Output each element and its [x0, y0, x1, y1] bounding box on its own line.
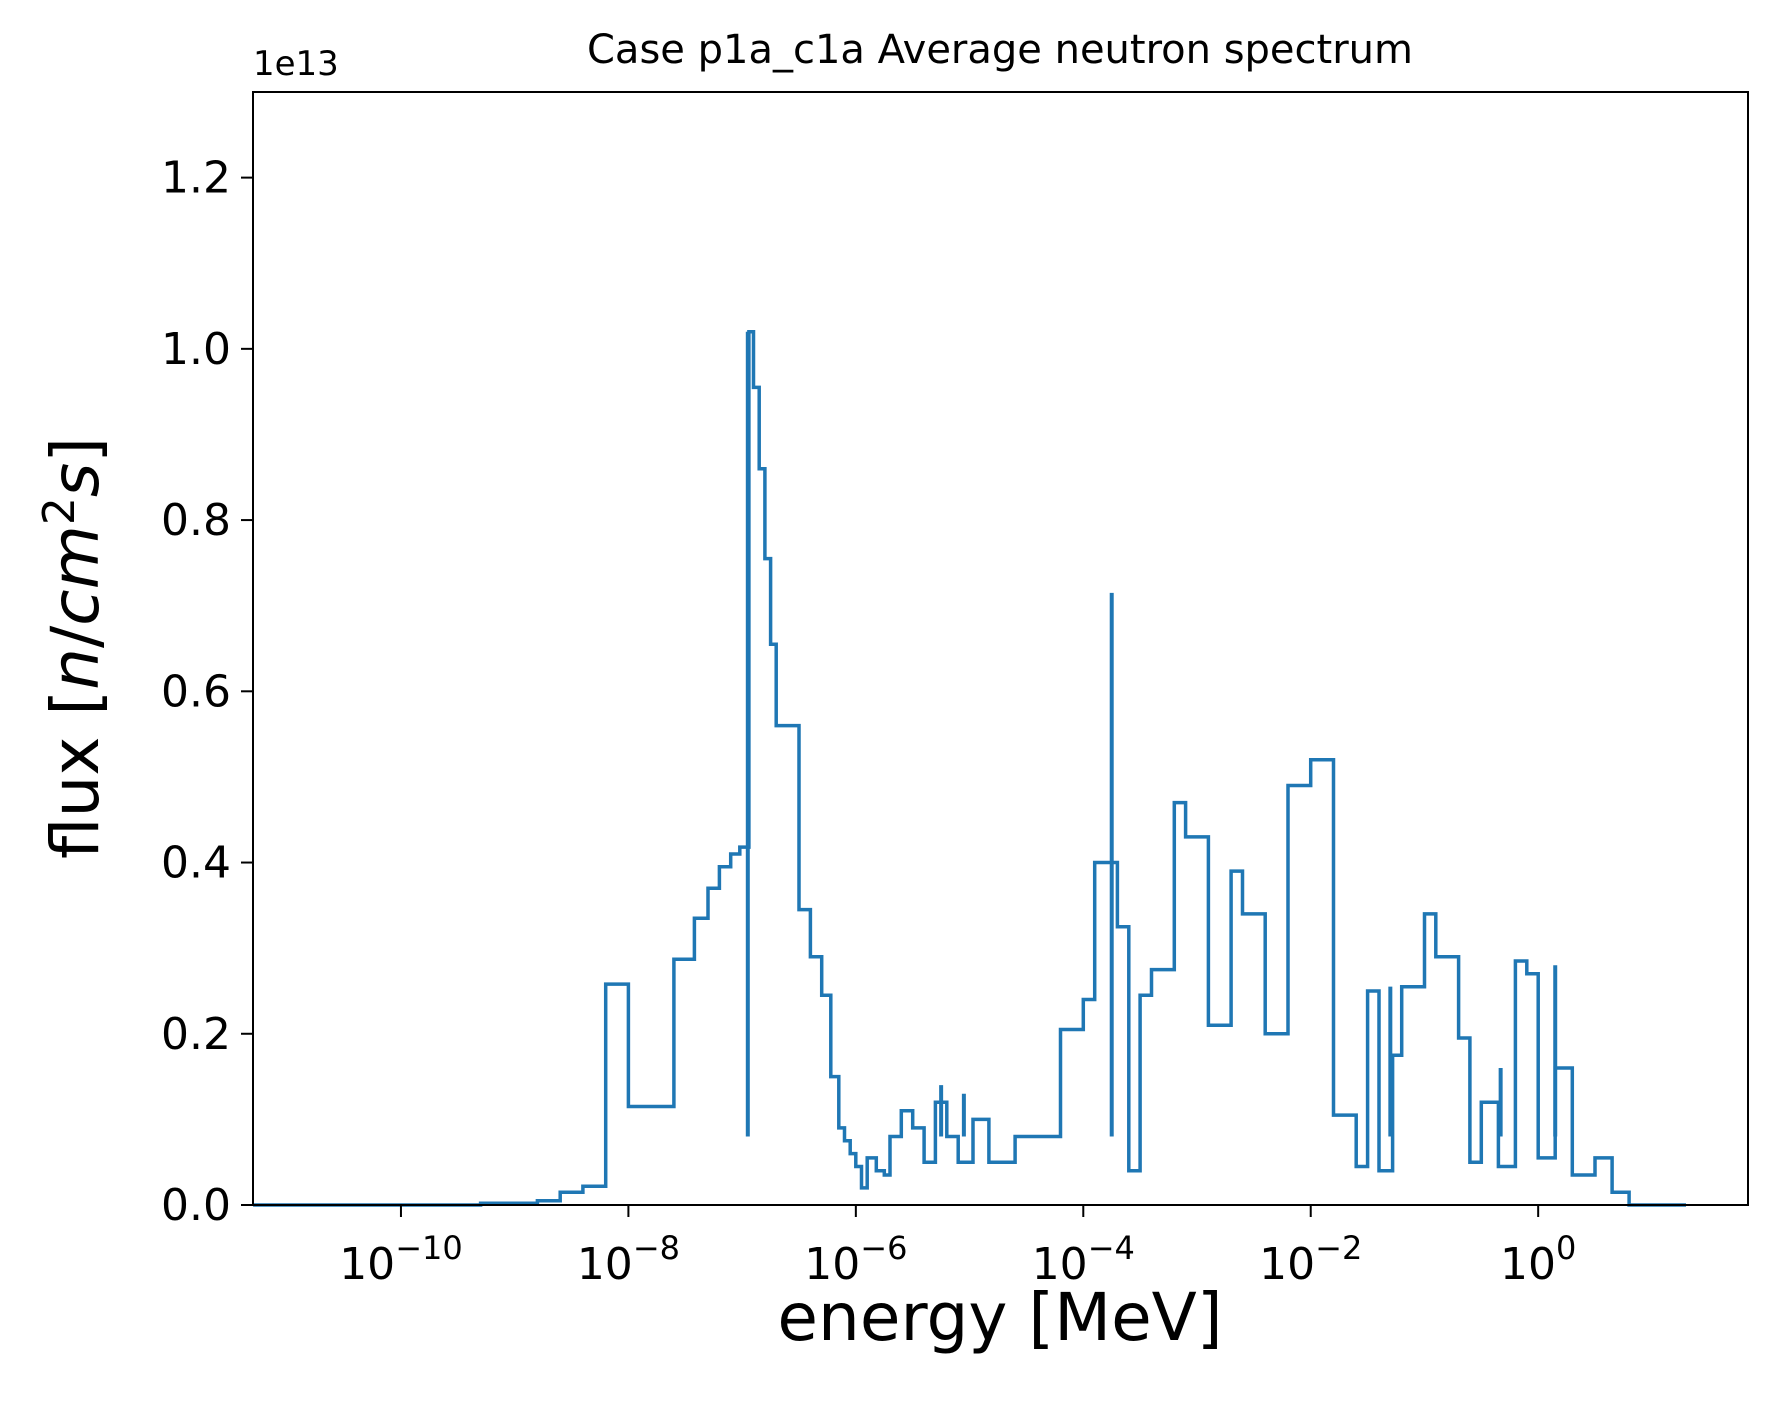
x-tick-label: 10−10 [339, 1229, 463, 1290]
y-axis-label-n: n [37, 648, 114, 690]
plot-area [253, 329, 1686, 1207]
x-tick-label: 100 [1500, 1229, 1576, 1290]
y-axis-label-slash: / [37, 625, 114, 648]
y-axis-label-sup: 2 [34, 497, 85, 525]
x-axis: 10−10 10−8 10−6 10−4 10−2 100 [339, 1205, 1576, 1290]
y-axis-label-prefix: flux [ [37, 690, 114, 859]
x-tick-label: 10−6 [804, 1229, 907, 1290]
y-tick-label: 0.0 [161, 1180, 231, 1231]
y-axis: 0.0 0.2 0.4 0.6 0.8 1.0 1.2 [161, 153, 253, 1231]
y-axis-label-cm: cm [37, 525, 114, 626]
y-tick-label: 0.4 [161, 838, 231, 889]
x-tick-label: 10−8 [577, 1229, 680, 1290]
y-axis-label-suffix: ] [37, 437, 114, 463]
x-tick-label: 10−4 [1032, 1229, 1135, 1290]
y-tick-label: 0.8 [161, 495, 231, 546]
axes-frame [252, 91, 1749, 1206]
y-tick-label: 1.2 [161, 153, 231, 204]
y-tick-label: 1.0 [161, 324, 231, 375]
y-axis-label: flux [n/cm2s] [34, 437, 114, 859]
y-tick-label: 0.2 [161, 1009, 231, 1060]
x-tick-label: 10−2 [1259, 1229, 1362, 1290]
y-tick-label: 0.6 [161, 666, 231, 717]
chart-title: Case p1a_c1a Average neutron spectrum [587, 27, 1413, 73]
y-axis-label-s: s [37, 463, 114, 497]
x-axis-label: energy [MeV] [777, 1279, 1222, 1356]
y-offset-label: 1e13 [253, 44, 339, 84]
